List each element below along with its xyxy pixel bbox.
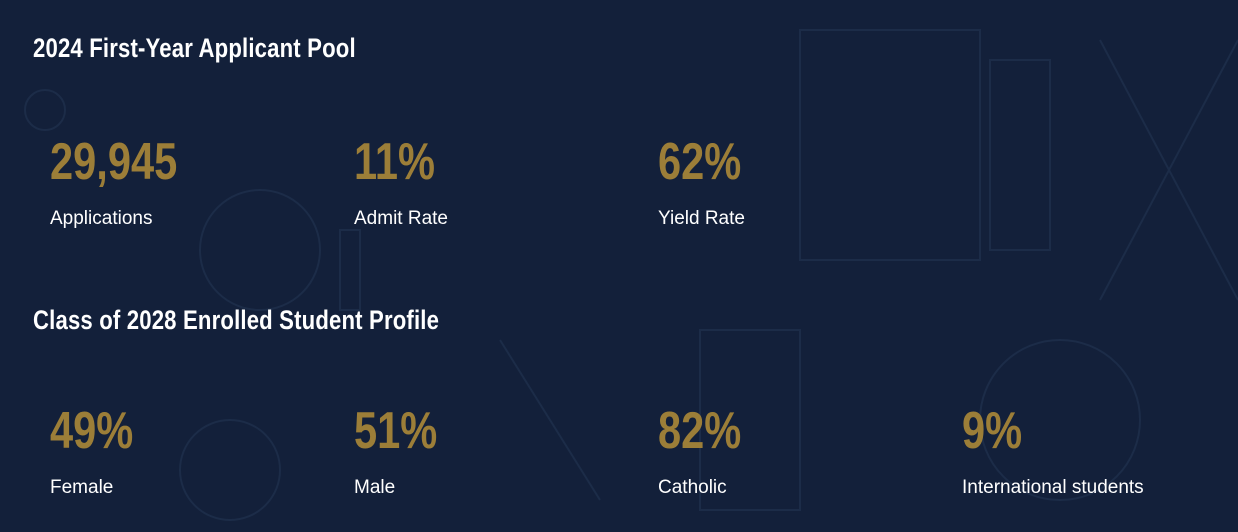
applicant-pool-title: 2024 First-Year Applicant Pool — [33, 33, 356, 63]
stat-international: 9% International students — [962, 405, 1238, 499]
stat-value: 49% — [50, 402, 134, 460]
stat-value: 11% — [354, 133, 435, 191]
stat-value: 9% — [962, 402, 1023, 460]
stat-female: 49% Female — [50, 405, 330, 499]
stat-value: 62% — [658, 133, 742, 191]
stat-label: International students — [962, 477, 1144, 498]
stat-male: 51% Male — [354, 405, 634, 499]
stat-value: 51% — [354, 402, 438, 460]
stat-value: 82% — [658, 402, 742, 460]
stat-applications: 29,945 Applications — [50, 136, 330, 230]
stat-label: Female — [50, 477, 114, 498]
enrolled-profile-title: Class of 2028 Enrolled Student Profile — [33, 305, 440, 335]
stat-label: Yield Rate — [658, 208, 745, 229]
stat-catholic: 82% Catholic — [658, 405, 938, 499]
stat-yield-rate: 62% Yield Rate — [658, 136, 938, 230]
stat-label: Catholic — [658, 477, 727, 498]
stat-label: Applications — [50, 208, 153, 229]
stat-value: 29,945 — [50, 133, 178, 191]
stat-admit-rate: 11% Admit Rate — [354, 136, 634, 230]
stat-label: Admit Rate — [354, 208, 448, 229]
stat-label: Male — [354, 477, 396, 498]
